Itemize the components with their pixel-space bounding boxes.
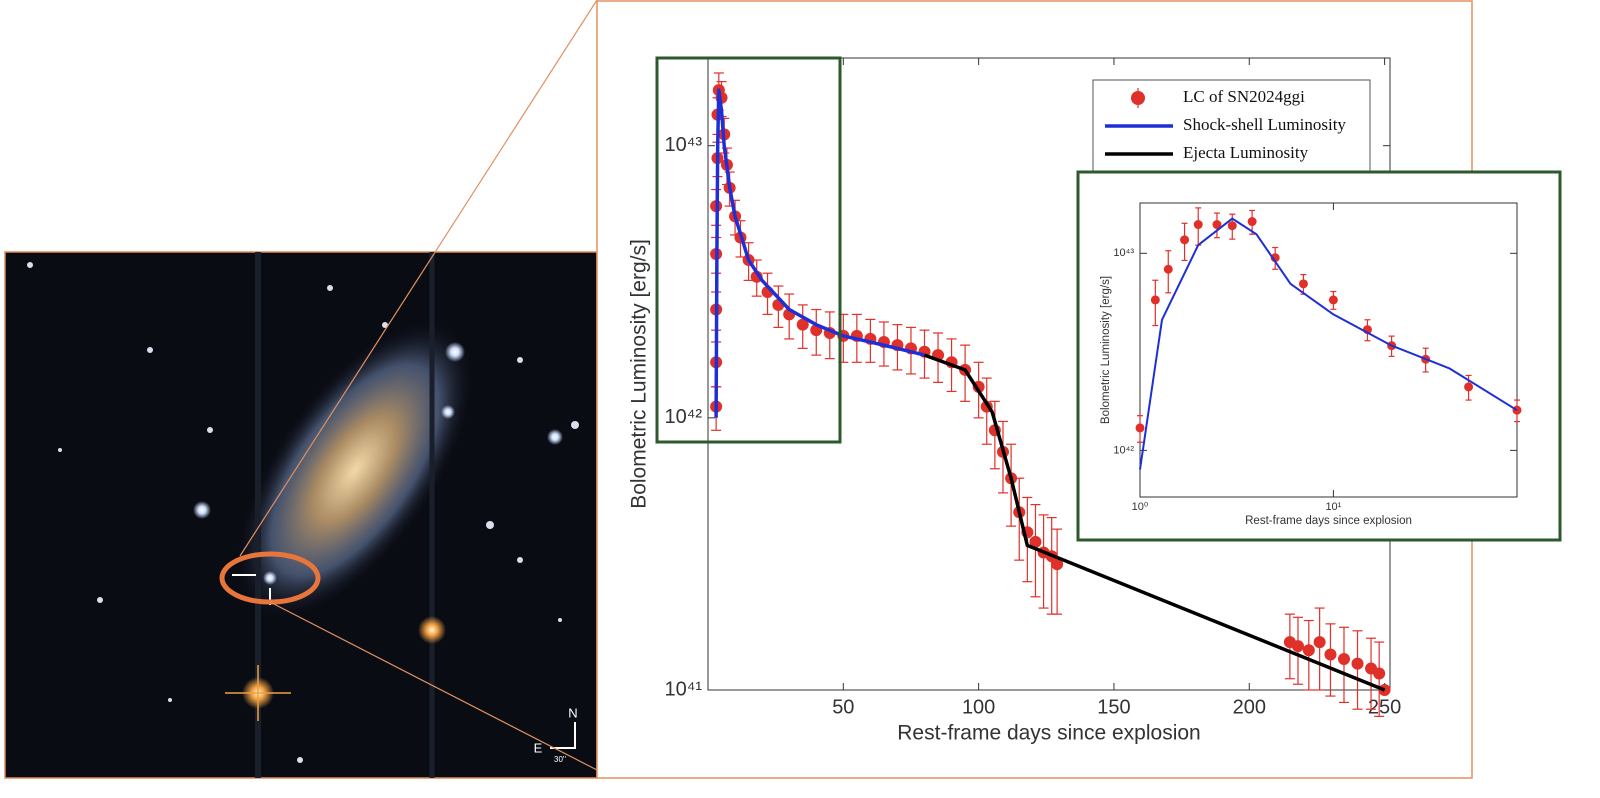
x-tick-label: 250	[1368, 696, 1401, 718]
legend-marker	[1131, 91, 1145, 105]
legend-label: Shock-shell Luminosity	[1183, 115, 1346, 134]
north-label: N	[568, 705, 577, 720]
y-tick-label: 10⁴¹	[665, 678, 703, 700]
east-label: E	[534, 740, 543, 755]
y-axis-label: Bolometric Luminosity [erg/s]	[1100, 276, 1112, 424]
data-point	[1291, 640, 1304, 653]
data-point	[1464, 382, 1474, 392]
x-tick-label: 10¹	[1325, 501, 1341, 513]
data-point	[1313, 636, 1326, 649]
data-point	[1302, 644, 1315, 657]
legend-label: Ejecta Luminosity	[1183, 143, 1309, 162]
data-point	[796, 318, 809, 331]
data-point	[1193, 220, 1203, 230]
scale-label: 30''	[554, 755, 566, 764]
sky-image: N E 30''	[4, 251, 598, 779]
data-point	[1212, 220, 1222, 230]
plot-area	[1139, 202, 1518, 498]
line-series	[1139, 217, 1518, 470]
data-point	[1163, 264, 1173, 274]
data-point	[1324, 648, 1337, 661]
x-tick-label: 150	[1097, 696, 1130, 718]
data-point	[1298, 279, 1308, 289]
line-series	[714, 88, 925, 418]
data-point	[1029, 535, 1042, 548]
y-tick-label: 10⁴²	[1113, 444, 1134, 456]
data-point	[1328, 295, 1338, 305]
x-axis-label: Rest-frame days since explosion	[1245, 515, 1412, 527]
x-axis-label: Rest-frame days since explosion	[897, 722, 1200, 745]
data-point	[1337, 652, 1350, 665]
data-point	[1051, 558, 1064, 571]
line-series	[923, 353, 1386, 692]
data-point	[1150, 295, 1160, 305]
zoom-line	[239, 0, 598, 557]
data-point	[1247, 217, 1257, 227]
legend-label: LC of SN2024ggi	[1183, 87, 1305, 106]
y-tick-label: 10⁴²	[665, 406, 703, 428]
y-tick-label: 10⁴³	[1113, 247, 1134, 259]
data-point	[1180, 235, 1190, 245]
data-point	[1227, 221, 1237, 231]
x-tick-label: 100	[962, 696, 995, 718]
zoom-line	[269, 601, 598, 771]
x-tick-label: 10⁰	[1132, 501, 1149, 513]
data-point	[1373, 667, 1386, 680]
x-tick-label: 50	[832, 696, 854, 718]
y-tick-label: 10⁴³	[665, 134, 703, 156]
data-point	[1351, 657, 1364, 670]
highlight-box	[655, 56, 842, 444]
inset-chart: 10⁰ 10¹ 10⁴² 10⁴³ Rest-frame days since expl…	[1100, 202, 1522, 527]
x-tick-label: 200	[1233, 696, 1266, 718]
data-point	[1135, 423, 1145, 433]
y-axis-label: Bolometric Luminosity [erg/s]	[628, 239, 651, 509]
